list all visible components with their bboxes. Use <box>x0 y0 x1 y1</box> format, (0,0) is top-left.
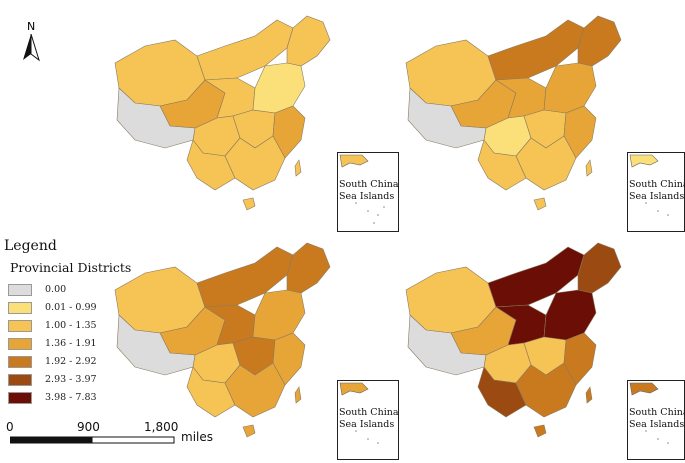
south-china-sea-inset-4: South China Sea Islands <box>627 380 685 460</box>
island-taiwan <box>294 386 302 404</box>
china-map-panel-2 <box>405 15 622 211</box>
scale-tick-label: 0 <box>6 420 14 434</box>
island-hainan <box>533 424 547 438</box>
province-region-northeast <box>286 15 331 67</box>
china-map-panel-3 <box>114 242 331 438</box>
legend-swatch <box>8 392 32 404</box>
province-region-northeast <box>286 242 331 294</box>
province-region-south <box>515 362 577 418</box>
inset-coastline <box>629 382 669 444</box>
legend-label: 3.98 - 7.83 <box>45 392 97 403</box>
province-region-south <box>224 135 286 191</box>
province-region-coast-north <box>252 289 306 341</box>
legend-label: 0.01 - 0.99 <box>45 302 97 313</box>
legend-swatch <box>8 356 32 368</box>
south-china-sea-inset-3: South China Sea Islands <box>337 380 399 460</box>
inset-label: South China Sea Islands <box>339 179 399 202</box>
province-region-tibet <box>116 87 196 149</box>
south-china-sea-inset-1: South China Sea Islands <box>337 152 399 232</box>
inset-label: South China Sea Islands <box>339 407 399 430</box>
north-arrow-label: N <box>27 20 36 33</box>
legend-subtitle: Provincial Districts <box>10 260 132 275</box>
legend-swatch <box>8 374 32 386</box>
province-region-southwest <box>186 139 236 191</box>
province-region-south <box>224 362 286 418</box>
island-hainan <box>533 197 547 211</box>
province-region-coast-north <box>543 62 597 114</box>
island-taiwan <box>585 386 593 404</box>
inset-coastline <box>629 154 669 216</box>
legend-label: 2.93 - 3.97 <box>45 374 97 385</box>
inset-label: South China Sea Islands <box>629 179 685 202</box>
inset-coastline <box>339 154 385 224</box>
legend: Legend Provincial Districts 0.00 0.01 - … <box>4 238 131 404</box>
province-region-northeast <box>577 242 622 294</box>
scale-bar-graphic <box>10 436 175 444</box>
scale-tick-label: 1,800 <box>144 420 179 434</box>
china-map-panel-1 <box>114 15 331 211</box>
south-china-sea-inset-2: South China Sea Islands <box>627 152 685 232</box>
legend-swatch <box>8 320 32 332</box>
province-region-southwest <box>477 139 527 191</box>
province-region-tibet <box>407 87 487 149</box>
province-region-southwest <box>477 366 527 418</box>
scale-tick-label: 900 <box>77 420 100 434</box>
province-region-tibet <box>116 314 196 376</box>
legend-label: 1.00 - 1.35 <box>45 320 97 331</box>
province-region-south <box>515 135 577 191</box>
province-region-coast-north <box>543 289 597 341</box>
legend-title: Legend <box>4 238 57 254</box>
china-map-panel-4 <box>405 242 622 438</box>
province-region-northeast <box>577 15 622 67</box>
legend-swatch <box>8 302 32 314</box>
island-hainan <box>242 424 256 438</box>
north-arrow-icon <box>23 34 40 62</box>
inset-label: South China Sea Islands <box>629 407 685 430</box>
legend-label: 1.92 - 2.92 <box>45 356 97 367</box>
scale-bar: 0 900 1,800 miles <box>4 420 214 450</box>
province-region-southwest <box>186 366 236 418</box>
island-taiwan <box>585 159 593 177</box>
legend-label: 0.00 <box>45 284 67 295</box>
province-region-tibet <box>407 314 487 376</box>
legend-swatch <box>8 284 32 296</box>
province-region-coast-north <box>252 62 306 114</box>
legend-swatch <box>8 338 32 350</box>
scale-unit: miles <box>181 430 213 444</box>
inset-coastline <box>339 382 379 444</box>
legend-label: 1.36 - 1.91 <box>45 338 97 349</box>
island-hainan <box>242 197 256 211</box>
island-taiwan <box>294 159 302 177</box>
